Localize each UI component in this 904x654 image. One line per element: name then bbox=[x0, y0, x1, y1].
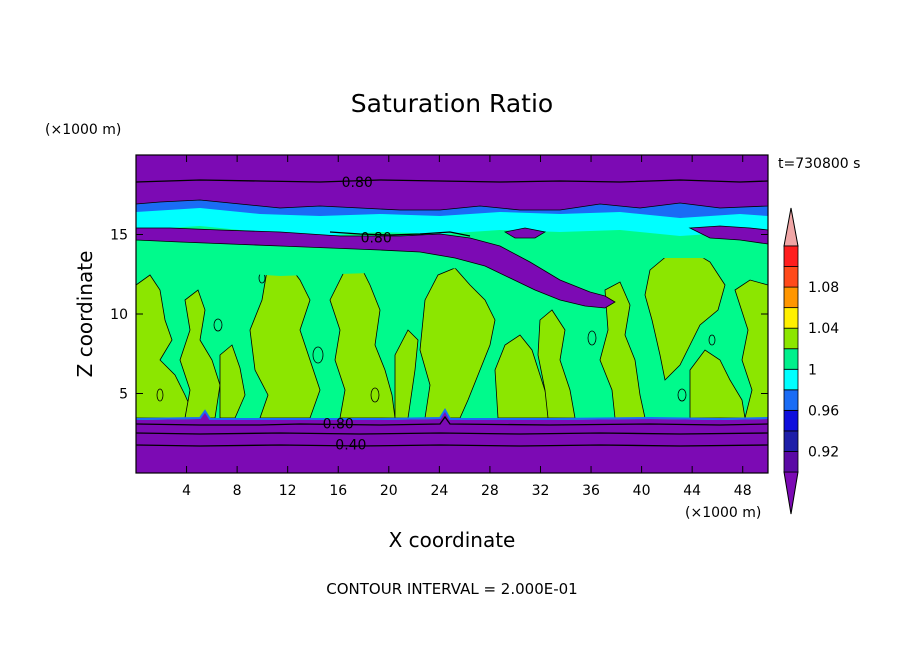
x-tick-label: 44 bbox=[683, 483, 701, 499]
chart-title: Saturation Ratio bbox=[351, 89, 553, 118]
contour-label: 0.80 bbox=[361, 231, 392, 247]
y-unit-note: (×1000 m) bbox=[45, 122, 121, 138]
colorbar-label: 1.04 bbox=[808, 321, 839, 337]
x-tick-label: 36 bbox=[582, 483, 600, 499]
colorbar-swatch bbox=[783, 409, 799, 432]
contour-label: 0.80 bbox=[323, 417, 354, 433]
x-tick-label: 20 bbox=[380, 483, 398, 499]
colorbar: 0.92 0.96 1 1.04 1.08 bbox=[783, 207, 839, 515]
x-tick-label: 48 bbox=[734, 483, 752, 499]
upper-dry-region bbox=[136, 155, 768, 211]
x-unit-note: (×1000 m) bbox=[685, 505, 761, 521]
x-tick-label: 28 bbox=[481, 483, 499, 499]
colorbar-swatch bbox=[783, 348, 799, 370]
lower-dry-region bbox=[136, 411, 768, 473]
colorbar-swatch bbox=[783, 389, 799, 411]
dry-intrusion-east bbox=[688, 225, 768, 245]
time-label: t=730800 s bbox=[778, 156, 860, 172]
y-tick-label: 10 bbox=[110, 307, 128, 323]
x-tick-label: 16 bbox=[329, 483, 347, 499]
colorbar-swatch bbox=[783, 430, 799, 452]
contour-label: 0.40 bbox=[335, 437, 366, 453]
cloud-regions bbox=[136, 249, 768, 419]
colorbar-swatch bbox=[783, 451, 799, 473]
x-tick-label: 40 bbox=[633, 483, 651, 499]
contour-field bbox=[136, 155, 768, 473]
contour-lines bbox=[136, 179, 768, 447]
contour-interval-footer: CONTOUR INTERVAL = 2.000E-01 bbox=[326, 580, 577, 598]
y-axis-label: Z coordinate bbox=[73, 251, 97, 378]
y-tick-label: 5 bbox=[119, 387, 128, 403]
colorbar-swatch bbox=[783, 368, 799, 391]
colorbar-label: 0.92 bbox=[808, 444, 839, 460]
dry-intrusion bbox=[136, 227, 616, 309]
y-axis: 5 10 15 bbox=[110, 228, 768, 403]
colorbar-under-triangle bbox=[783, 471, 799, 515]
dry-intrusion-west bbox=[503, 227, 547, 239]
x-tick-label: 4 bbox=[182, 483, 191, 499]
x-axis: 4 8 12 16 20 24 28 32 36 40 44 48 bbox=[182, 155, 752, 499]
x-tick-label: 24 bbox=[430, 483, 448, 499]
contour-label: 0.80 bbox=[342, 175, 373, 191]
contour-islands bbox=[156, 272, 716, 403]
colorbar-label: 1 bbox=[808, 362, 817, 378]
colorbar-swatch bbox=[783, 307, 799, 329]
colorbar-label: 1.08 bbox=[808, 280, 839, 296]
y-tick-label: 15 bbox=[110, 228, 128, 244]
colorbar-swatch bbox=[783, 286, 799, 309]
lower-transition-line bbox=[136, 408, 768, 421]
colorbar-swatch bbox=[783, 327, 799, 350]
x-tick-label: 32 bbox=[532, 483, 550, 499]
colorbar-label: 0.96 bbox=[808, 403, 839, 419]
colorbar-over-triangle bbox=[783, 207, 799, 247]
x-axis-label: X coordinate bbox=[389, 528, 516, 552]
colorbar-swatch bbox=[783, 266, 799, 288]
x-tick-label: 8 bbox=[233, 483, 242, 499]
x-tick-label: 12 bbox=[279, 483, 297, 499]
colorbar-swatch bbox=[783, 245, 799, 267]
contour-label-group: 0.80 0.80 0.80 0.40 bbox=[323, 175, 392, 453]
